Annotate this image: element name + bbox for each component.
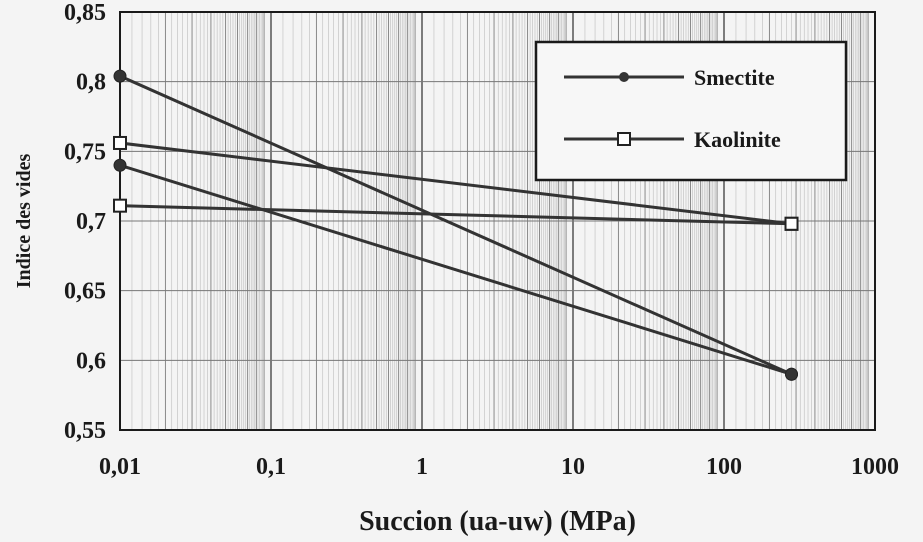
y-tick-label: 0,75 (64, 139, 106, 165)
series-line-smectite (119, 74, 793, 376)
data-point-smectite (113, 69, 127, 83)
data-point-smectite (785, 367, 799, 381)
x-tick-label: 1000 (851, 454, 899, 480)
y-tick-label: 0,7 (76, 209, 106, 235)
y-tick-label: 0,6 (76, 348, 106, 374)
y-tick-label: 0,65 (64, 279, 106, 305)
data-point-kaolinite (113, 198, 127, 213)
legend-label-smectite: Smectite (694, 65, 775, 90)
series-line-kaolinite (119, 204, 792, 226)
x-tick-label: 0,01 (99, 454, 141, 480)
data-point-kaolinite (113, 135, 127, 150)
legend: Smectite Kaolinite (534, 40, 848, 182)
legend-box (534, 40, 848, 182)
legend-marker-smectite (619, 72, 629, 82)
x-tick-label: 100 (706, 454, 742, 480)
y-tick-labels: 0,55 0,6 0,65 0,7 0,75 0,8 0,85 (64, 0, 106, 444)
series-group (113, 69, 799, 381)
series-line-kaolinite (119, 141, 792, 226)
data-point-smectite (113, 158, 127, 172)
legend-marker-kaolinite (617, 132, 631, 146)
x-axis-label: Succion (ua-uw) (MPa) (359, 506, 636, 537)
y-tick-label: 0,55 (64, 418, 106, 444)
series-line-smectite (119, 163, 792, 376)
x-tick-label: 0,1 (256, 454, 286, 480)
legend-label-kaolinite: Kaolinite (694, 127, 781, 152)
y-tick-label: 0,85 (64, 0, 106, 26)
y-axis-label: Indice des vides (13, 154, 35, 289)
plot-frame (119, 11, 876, 431)
x-tick-labels: 0,01 0,1 1 10 100 1000 (99, 454, 899, 480)
data-point-kaolinite (784, 216, 799, 231)
y-tick-label: 0,8 (76, 70, 106, 96)
x-tick-label: 1 (416, 454, 428, 480)
x-tick-label: 10 (561, 454, 585, 480)
